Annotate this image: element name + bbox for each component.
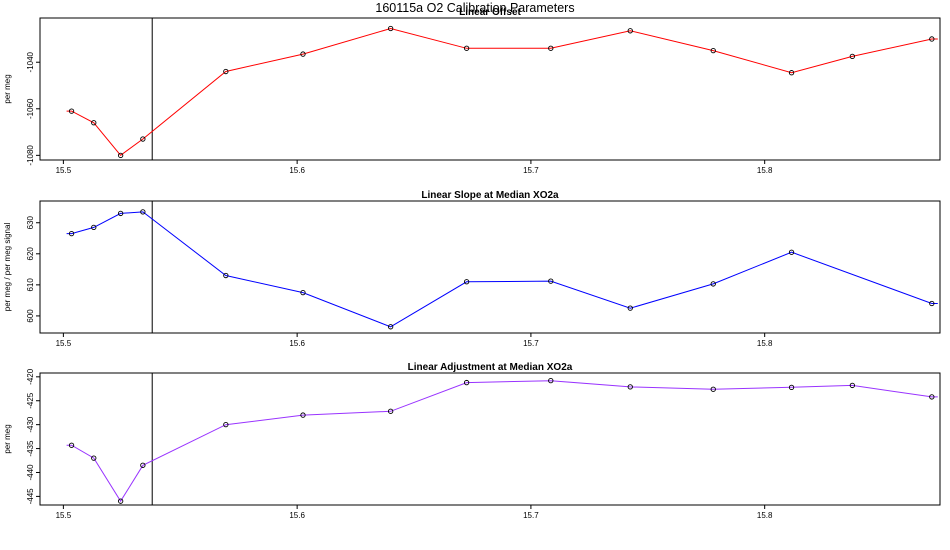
x-tick-label: 15.6 <box>289 166 305 175</box>
data-point <box>91 120 97 126</box>
y-tick-label: -420 <box>26 368 35 385</box>
data-point <box>627 28 633 34</box>
data-point <box>140 136 146 142</box>
data-point <box>68 442 75 448</box>
y-tick-label: -445 <box>26 488 35 505</box>
x-tick-label: 15.8 <box>757 511 773 520</box>
plot-frame <box>39 17 941 161</box>
x-tick-label: 15.8 <box>757 339 773 348</box>
y-tick-label: -1080 <box>26 145 35 166</box>
series-line <box>66 380 938 503</box>
data-point <box>710 386 716 392</box>
x-tick-label: 15.5 <box>56 511 72 520</box>
data-point <box>710 47 716 54</box>
data-point <box>627 384 633 390</box>
data-point <box>710 281 716 287</box>
data-point <box>387 408 394 414</box>
y-tick-label: 630 <box>26 216 35 230</box>
panel-title: Linear Adjustment at Median XO2a <box>408 362 573 373</box>
data-point <box>849 53 855 60</box>
y-tick-label: 610 <box>26 278 35 292</box>
data-point <box>300 289 306 296</box>
data-point <box>68 108 75 114</box>
x-tick-label: 15.5 <box>56 339 72 348</box>
data-point <box>300 51 306 57</box>
data-point <box>849 382 855 389</box>
x-tick-label: 15.6 <box>289 511 305 520</box>
series-line <box>66 27 938 156</box>
data-point <box>140 209 146 215</box>
data-point <box>117 498 124 504</box>
y-tick-label: 600 <box>26 309 35 323</box>
panel-title: Linear Offset <box>459 7 521 18</box>
x-tick-label: 15.7 <box>523 511 539 520</box>
data-point <box>463 279 470 285</box>
panel-1: Linear Offset 15.5 15.6 15.7 15.8 -1080 -1060 -… <box>3 7 941 175</box>
y-tick-label: -440 <box>26 464 35 481</box>
data-point <box>627 305 633 311</box>
data-point <box>387 25 394 32</box>
data-point <box>788 384 795 390</box>
data-point <box>140 462 146 468</box>
data-point <box>117 152 124 158</box>
y-tick-label: -1060 <box>26 98 35 119</box>
y-axis-label: per meg <box>3 424 12 453</box>
x-tick-label: 15.7 <box>523 339 539 348</box>
panel-2: Linear Slope at Median XO2a 15.5 15.6 15.7 1… <box>3 190 941 348</box>
y-tick-label: -425 <box>26 392 35 409</box>
data-point <box>548 45 554 51</box>
data-point <box>929 36 935 42</box>
y-tick-label: -1040 <box>26 51 35 72</box>
data-point <box>223 422 229 428</box>
x-tick-label: 15.5 <box>56 166 72 175</box>
data-point <box>463 45 470 51</box>
y-tick-label: -435 <box>26 440 35 457</box>
y-axis-label: per meg <box>3 74 12 103</box>
panel-3: Linear Adjustment at Median XO2a 15.5 15.6… <box>3 362 941 520</box>
data-point <box>463 379 470 386</box>
plot-frame <box>39 372 941 506</box>
data-point <box>91 455 97 461</box>
data-point <box>91 224 97 231</box>
data-point <box>387 324 394 330</box>
data-point <box>788 70 795 76</box>
data-point <box>788 249 795 255</box>
figure-title: 160115a O2 Calibration Parameters <box>375 1 574 15</box>
series-line <box>66 211 938 328</box>
y-axis-label: per meg / per meg signal <box>3 223 12 312</box>
data-point <box>68 230 75 237</box>
y-tick-label: 620 <box>26 247 35 261</box>
data-point <box>929 300 935 307</box>
data-point <box>223 272 229 279</box>
panel-title: Linear Slope at Median XO2a <box>421 190 559 201</box>
plot-frame <box>39 200 941 334</box>
panels-container: Linear Offset 15.5 15.6 15.7 15.8 -1080 -1060 -… <box>3 7 941 520</box>
data-point <box>223 68 229 75</box>
data-point <box>548 278 554 284</box>
data-point <box>929 394 935 400</box>
x-tick-label: 15.7 <box>523 166 539 175</box>
x-tick-label: 15.8 <box>757 166 773 175</box>
data-point <box>117 210 124 217</box>
data-point <box>300 412 306 418</box>
y-tick-label: -430 <box>26 416 35 433</box>
x-tick-label: 15.6 <box>289 339 305 348</box>
data-point <box>548 378 554 384</box>
